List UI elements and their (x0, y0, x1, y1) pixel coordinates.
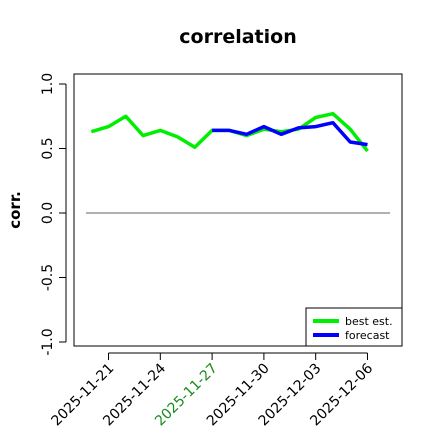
series-group (90, 111, 369, 153)
legend-box (305, 307, 403, 347)
legend: best est. forecast (305, 307, 403, 347)
series-line-forecast (212, 120, 368, 147)
y-tick-label: -1.0 (40, 328, 56, 355)
plot-frame (73, 73, 403, 347)
chart-title: correlation (179, 26, 296, 48)
y-tick-label: 0.0 (40, 202, 56, 224)
y-axis: -1.0 -0.5 0.0 0.5 1.0 (40, 73, 67, 356)
y-axis-label: corr. (6, 191, 24, 229)
y-tick-label: 0.5 (40, 137, 56, 159)
legend-label-best-est: best est. (345, 315, 393, 328)
y-tick-label: 1.0 (40, 73, 56, 95)
x-axis: 2025-11-212025-11-242025-11-272025-11-30… (49, 352, 376, 429)
series-line-best-est (90, 111, 369, 153)
legend-label-forecast: forecast (345, 329, 390, 342)
y-tick-label: -0.5 (40, 264, 56, 291)
